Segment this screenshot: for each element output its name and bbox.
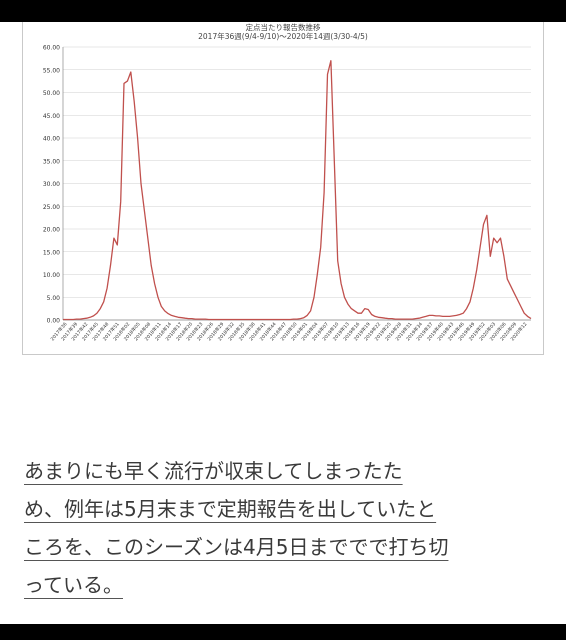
y-tick-label: 15.00: [43, 249, 60, 256]
chart-plot: 60.00 55.00 50.00 45.00 40.00 35.00 30.00 25.00…: [43, 45, 532, 342]
top-black-bar: [0, 0, 566, 22]
article-line: あまりにも早く流行が収束してしまったた: [24, 459, 403, 483]
article-line: っている。: [24, 573, 123, 597]
epidemic-chart: 定点当たり報告数推移 2017年36週(9/4-9/10)〜2020年14週(3…: [22, 22, 544, 355]
y-tick-label: 30.00: [43, 181, 60, 188]
y-tick-label: 25.00: [43, 204, 60, 211]
article-page[interactable]: 定点当たり報告数推移 2017年36週(9/4-9/10)〜2020年14週(3…: [0, 22, 566, 624]
chart-subtitle: 2017年36週(9/4-9/10)〜2020年14週(3/30-4/5): [198, 32, 368, 41]
article-line: ころを、このシーズンは4月5日まででで打ち切: [24, 535, 449, 559]
y-tick-label: 35.00: [43, 158, 60, 165]
y-tick-label: 60.00: [43, 45, 60, 52]
y-tick-label: 55.00: [43, 67, 60, 74]
y-tick-label: 50.00: [43, 90, 60, 97]
article-text: あまりにも早く流行が収束してしまったた め、例年は5月末まで定期報告を出していた…: [24, 452, 544, 604]
y-tick-label: 10.00: [43, 272, 60, 279]
y-tick-label: 20.00: [43, 227, 60, 234]
y-tick-label: 40.00: [43, 136, 60, 143]
series-line: [63, 60, 532, 321]
bottom-black-bar: [0, 624, 566, 640]
y-tick-label: 45.00: [43, 113, 60, 120]
article-line: め、例年は5月末まで定期報告を出していたと: [24, 497, 437, 521]
y-tick-label: 5.00: [47, 295, 61, 302]
chart-title: 定点当たり報告数推移: [245, 23, 321, 32]
y-tick-label: 0.00: [47, 318, 61, 325]
